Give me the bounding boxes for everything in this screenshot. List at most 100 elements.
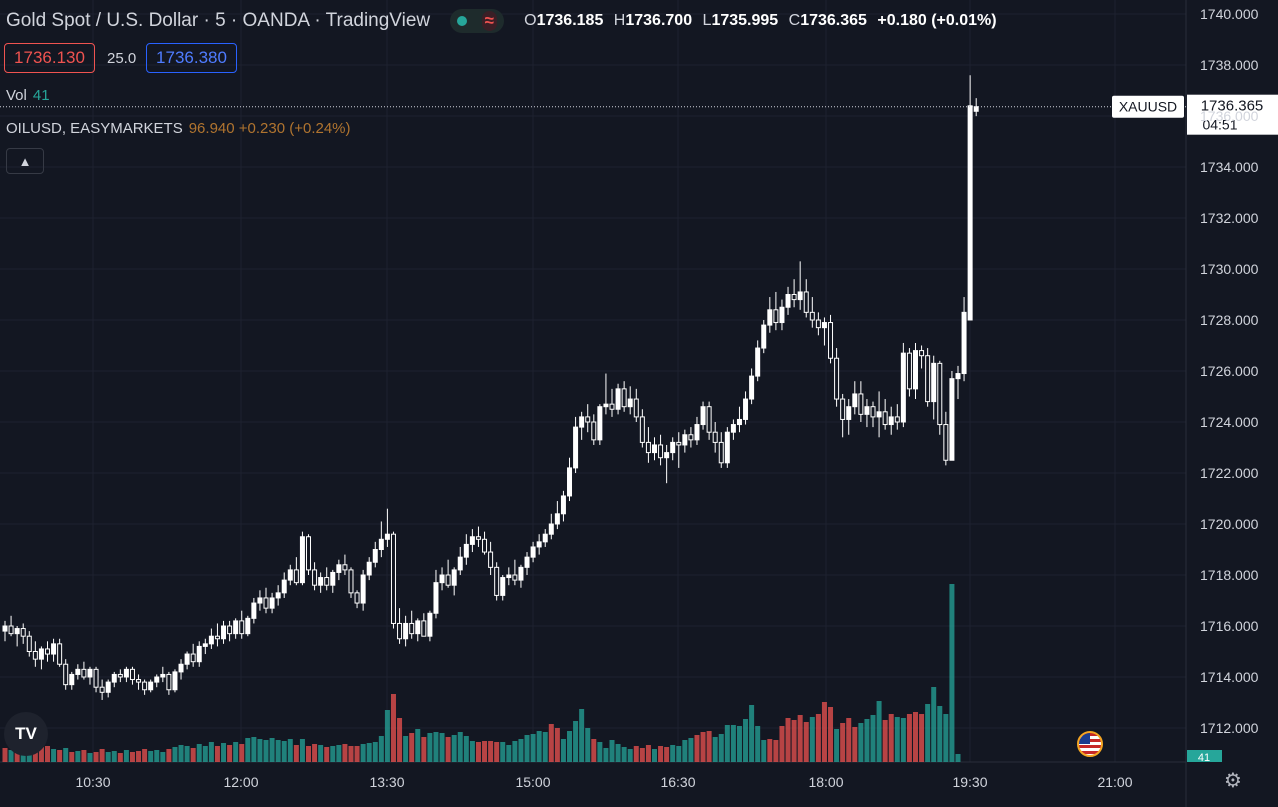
volume-bar <box>627 749 633 762</box>
chevron-up-icon: ▲ <box>18 153 32 169</box>
volume-bar <box>336 745 342 762</box>
candle-body <box>736 418 742 426</box>
volume-bar <box>919 714 925 762</box>
volume-bar <box>117 753 123 762</box>
volume-bar <box>190 748 196 762</box>
volume-bar <box>233 742 239 762</box>
candle-body <box>57 643 63 665</box>
volume-bar <box>433 732 439 762</box>
volume-bar <box>937 706 943 762</box>
time-tick-label: 21:00 <box>1097 774 1132 790</box>
sell-price-button[interactable]: 1736.130 <box>4 43 95 73</box>
volume-bar <box>591 739 597 762</box>
candle-body <box>117 673 123 678</box>
volume-bar <box>51 749 57 762</box>
volume-bar <box>99 749 105 762</box>
candle-body <box>815 319 821 329</box>
volume-bar <box>427 733 433 762</box>
collapse-legend-button[interactable]: ▲ <box>6 148 44 174</box>
volume-bar <box>876 701 882 762</box>
candle-body <box>51 643 57 655</box>
volume-bar <box>949 584 955 762</box>
candle-body <box>876 411 882 418</box>
candle-body <box>397 622 403 640</box>
volume-bar <box>755 726 761 762</box>
price-tick-label: 1732.000 <box>1200 210 1259 226</box>
candle-body <box>846 406 852 420</box>
candle-body <box>676 441 682 446</box>
candle-body <box>445 574 451 586</box>
us-economic-event-icon[interactable] <box>1077 731 1103 757</box>
volume-bar <box>221 743 227 762</box>
candle-body <box>384 533 390 540</box>
volume-bar <box>621 747 627 762</box>
volume-bar <box>815 714 821 762</box>
volume-bar <box>239 744 245 762</box>
price-tick-label: 1728.000 <box>1200 312 1259 328</box>
bar-countdown-label: 04:51 <box>1202 117 1237 133</box>
candle-body <box>615 388 621 410</box>
time-tick-label: 15:00 <box>515 774 550 790</box>
volume-bar <box>160 752 166 762</box>
volume-bar <box>615 744 621 762</box>
candle-body <box>214 635 220 640</box>
candle-body <box>852 393 858 408</box>
candle-body <box>336 564 342 573</box>
candle-body <box>573 426 579 469</box>
candle-body <box>299 536 305 584</box>
volume-bar <box>390 694 396 762</box>
high-value: 1736.700 <box>625 12 693 29</box>
candle-body <box>524 556 530 568</box>
candle-body <box>670 441 676 454</box>
volume-bar <box>506 745 512 762</box>
volume-bar <box>906 714 912 762</box>
candle-body <box>512 574 518 581</box>
candle-body <box>858 393 864 415</box>
volume-bar <box>645 745 651 762</box>
candle-body <box>694 424 700 441</box>
volume-bar <box>178 745 184 762</box>
volume-bar <box>530 734 536 762</box>
volume-bar <box>797 715 803 762</box>
candle-body <box>166 673 172 691</box>
candle-body <box>894 416 900 423</box>
volume-bar <box>384 710 390 762</box>
candle-body <box>457 556 463 571</box>
candle-body <box>973 106 979 112</box>
volume-bar <box>676 746 682 762</box>
volume-bar <box>2 748 8 762</box>
volume-bar <box>469 741 475 762</box>
market-status-pill[interactable]: ≈ <box>450 9 505 33</box>
buy-price-button[interactable]: 1736.380 <box>146 43 237 73</box>
volume-label: Vol <box>6 87 27 104</box>
volume-bar <box>828 707 834 762</box>
tradingview-logo-icon[interactable]: TV <box>4 712 48 756</box>
ohlc-values: O1736.185 H1736.700 L1735.995 C1736.365 … <box>524 12 997 29</box>
price-tick-label: 1716.000 <box>1200 618 1259 634</box>
volume-bar <box>81 750 87 762</box>
candle-body <box>749 375 755 400</box>
settings-gear-icon[interactable]: ⚙ <box>1224 770 1242 792</box>
candle-body <box>913 350 918 390</box>
price-tick-label: 1730.000 <box>1200 261 1259 277</box>
candle-body <box>488 551 494 568</box>
candle-body <box>275 592 281 599</box>
volume-bar <box>567 731 573 762</box>
candle-body <box>609 403 615 410</box>
volume-legend[interactable]: Vol 41 <box>6 87 50 104</box>
candle-body <box>639 416 645 443</box>
candle-body <box>542 533 548 543</box>
volume-bar <box>900 718 906 762</box>
volume-bar <box>172 747 178 762</box>
candle-body <box>700 406 706 426</box>
candle-body <box>63 663 69 686</box>
time-tick-label: 19:30 <box>952 774 987 790</box>
compare-symbol-legend[interactable]: OILUSD, EASYMARKETS 96.940 +0.230 (+0.24%… <box>6 120 351 137</box>
candle-body <box>645 441 651 454</box>
price-axis: 1740.000 1738.000 1736.000 1734.000 1732.000… <box>1200 6 1259 736</box>
candle-body <box>348 569 354 594</box>
volume-bar <box>821 702 827 762</box>
candle-body <box>105 681 111 693</box>
candle-body <box>366 561 372 576</box>
